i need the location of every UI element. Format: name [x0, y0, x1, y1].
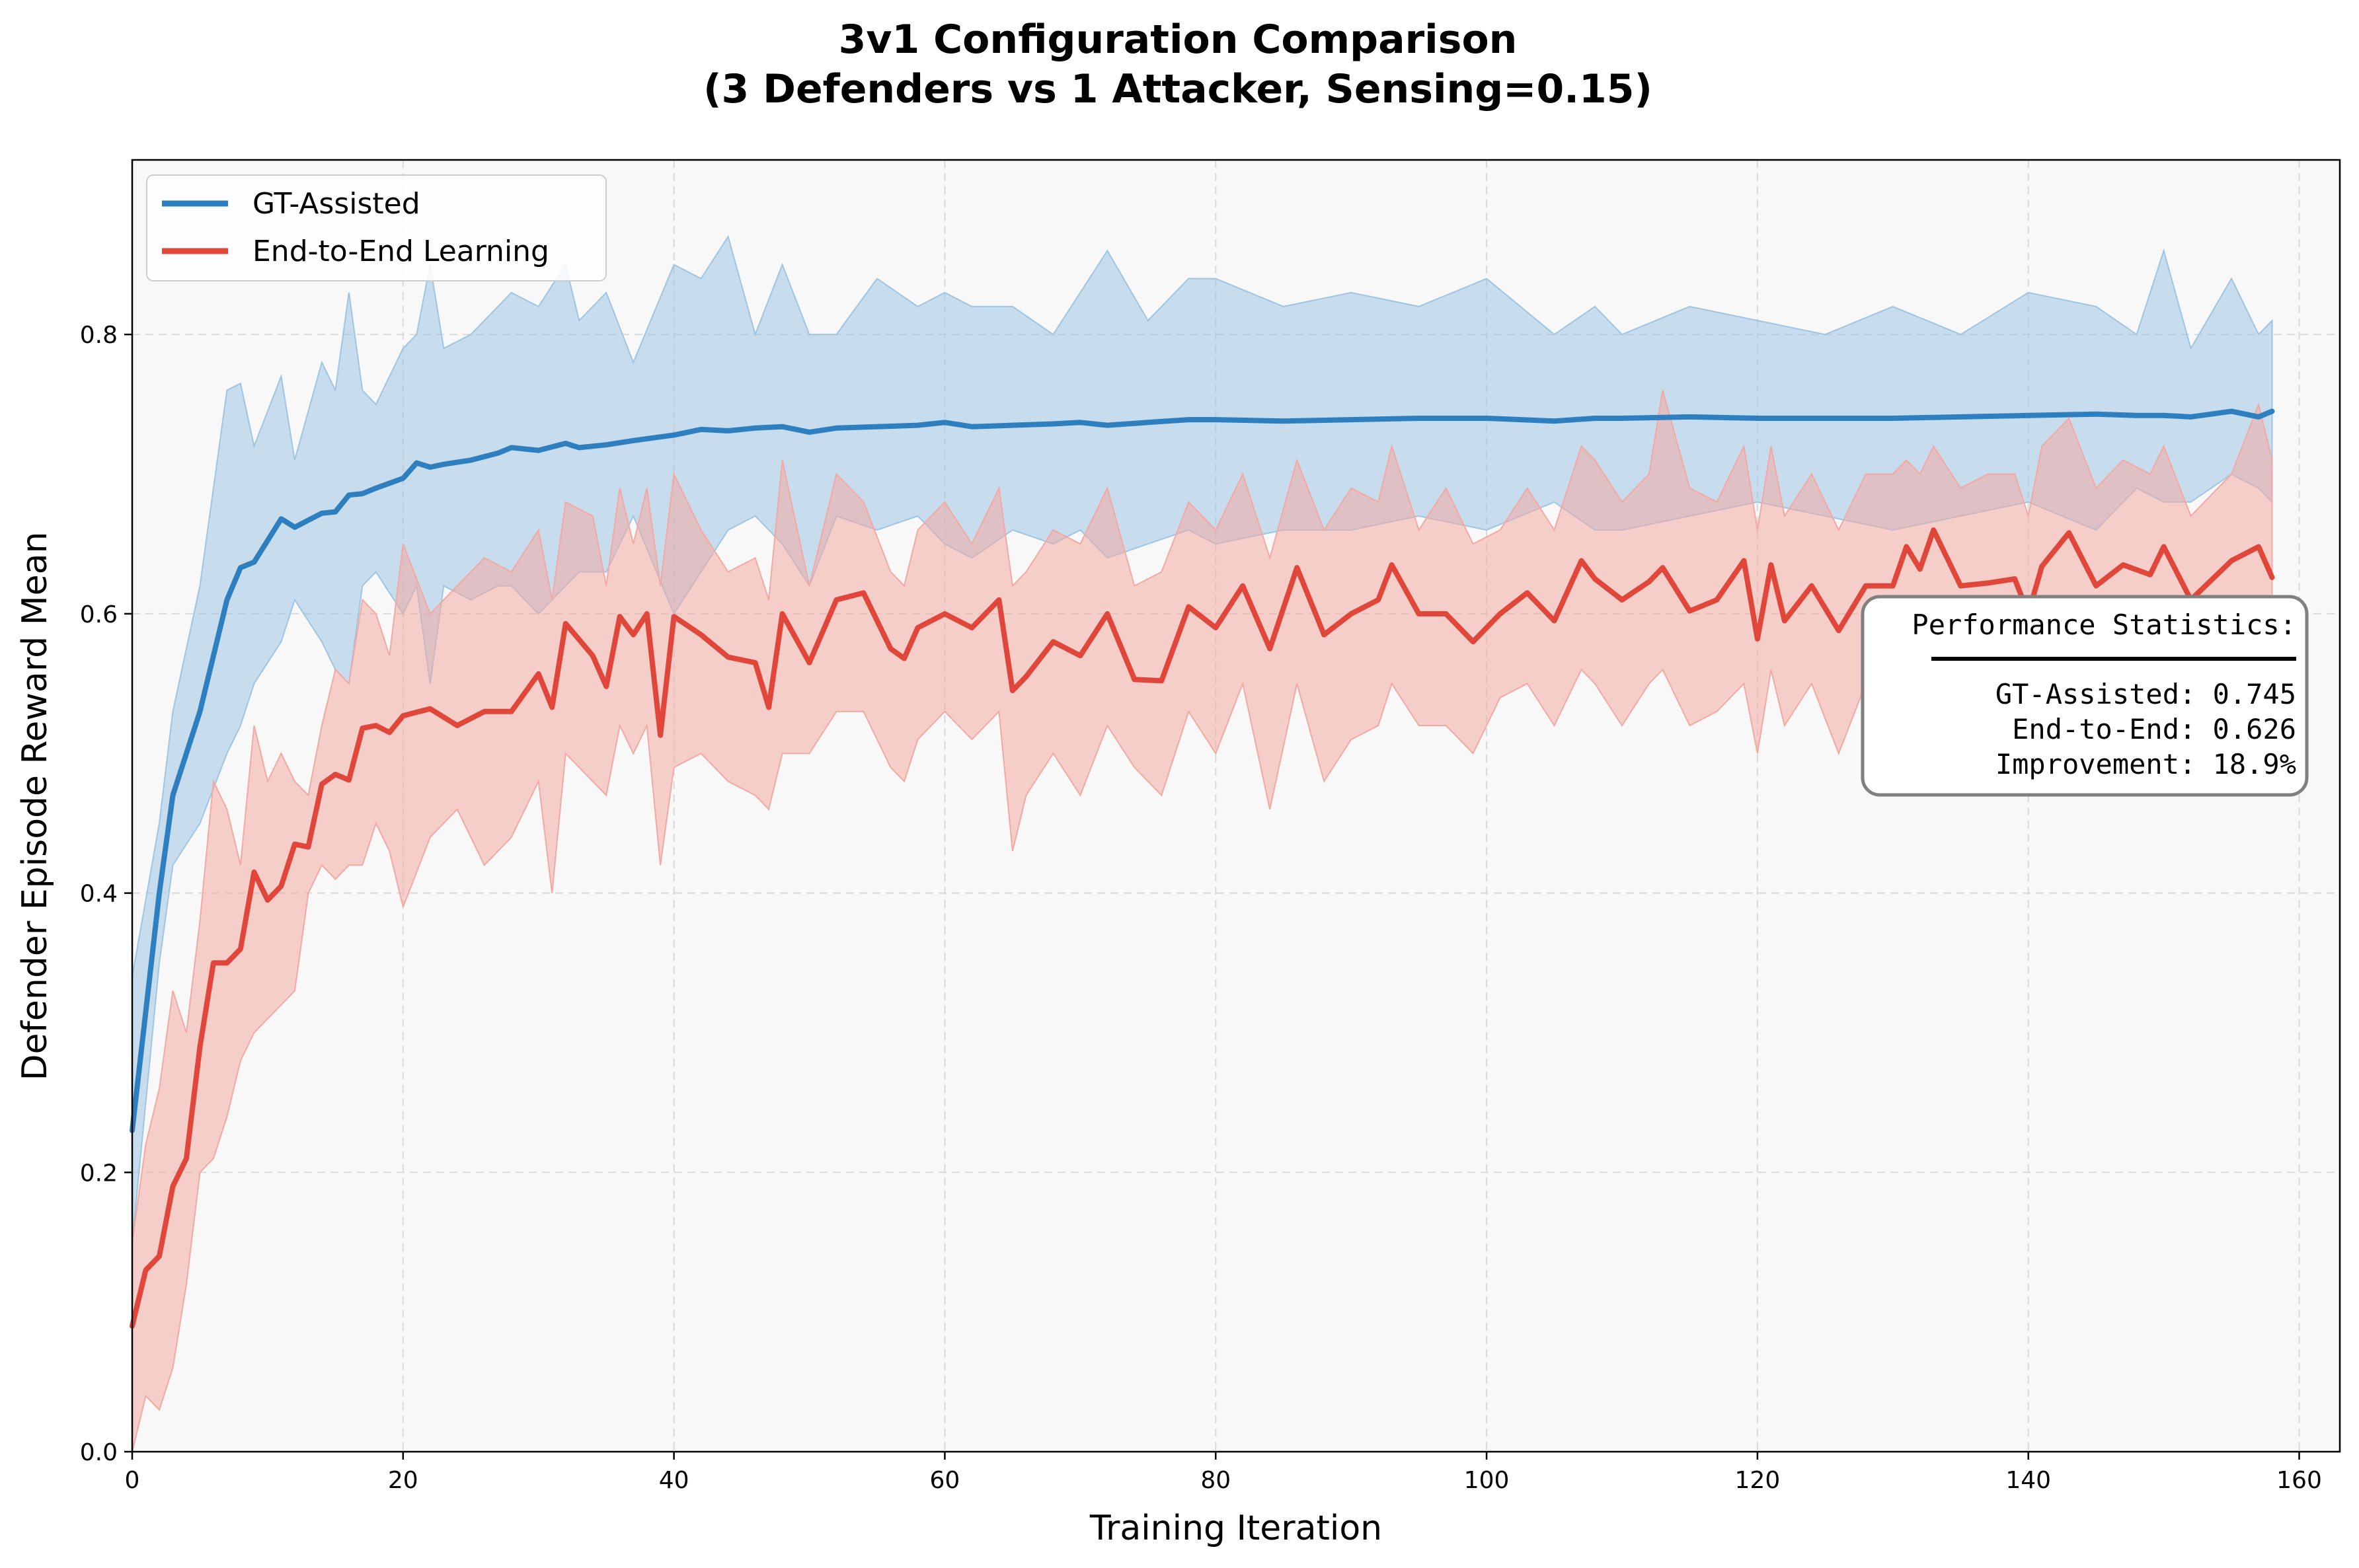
x-tick-label: 20: [388, 1467, 418, 1494]
x-tick-label: 140: [2005, 1467, 2051, 1494]
line-series-0: [130, 408, 2275, 1133]
x-tick-label: 80: [1200, 1467, 1231, 1494]
legend-label-gt-assisted: GT-Assisted: [252, 187, 420, 221]
y-tick-label: 0.6: [80, 601, 118, 628]
x-tick-label: 100: [1464, 1467, 1510, 1494]
legend-box: [146, 174, 607, 281]
legend: GT-Assisted End-to-End Learning: [146, 174, 607, 281]
y-tick-label: 0.4: [80, 881, 118, 908]
x-tick-label: 60: [930, 1467, 960, 1494]
legend-label-end-to-end: End-to-End Learning: [252, 235, 549, 268]
stats-end-to-end: End-to-End: 0.626: [2012, 713, 2296, 745]
stats-box: Performance Statistics: GT-Assisted: 0.7…: [1861, 595, 2309, 797]
y-axis-label: Defender Episode Reward Mean: [15, 532, 55, 1081]
y-tick-label: 0.2: [80, 1160, 118, 1187]
y-axis-ticks: 0.0 0.2 0.4 0.6 0.8: [80, 322, 132, 1466]
series-lines: [130, 408, 2275, 1329]
plot-frame: [131, 159, 2341, 1453]
x-tick-label: 160: [2276, 1467, 2322, 1494]
chart-title-line2: (3 Defenders vs 1 Attacker, Sensing=0.15…: [703, 66, 1652, 112]
line-series-1: [130, 527, 2275, 1329]
stats-title: Performance Statistics:: [1912, 609, 2296, 641]
stats-box-frame: [1861, 595, 2309, 797]
stats-gt-assisted: GT-Assisted: 0.745: [1995, 678, 2296, 710]
x-tick-label: 120: [1735, 1467, 1781, 1494]
stats-improvement: Improvement: 18.9%: [1995, 748, 2296, 780]
chart-title-line1: 3v1 Configuration Comparison: [839, 17, 1518, 63]
x-tick-label: 0: [125, 1467, 140, 1494]
y-tick-label: 0.8: [80, 322, 118, 349]
x-axis-label: Training Iteration: [1089, 1509, 1382, 1548]
x-tick-label: 40: [659, 1467, 689, 1494]
x-axis-ticks: 0 20 40 60 80 100 120 140 160: [125, 1452, 2322, 1494]
y-tick-label: 0.0: [80, 1439, 118, 1466]
